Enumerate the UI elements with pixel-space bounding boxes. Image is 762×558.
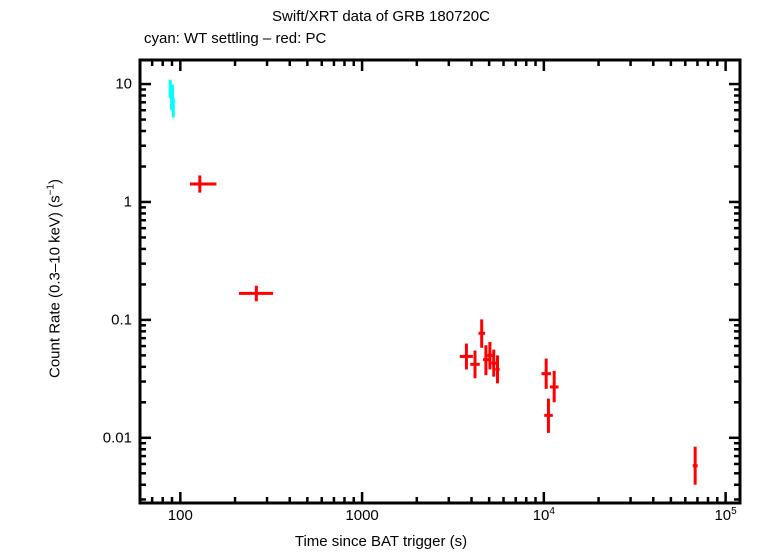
data-point	[544, 398, 553, 433]
x-tick-label: 104	[532, 506, 555, 525]
data-point	[470, 350, 480, 379]
data-point	[189, 175, 217, 193]
data-point	[487, 341, 493, 370]
y-tick-label: 10	[115, 75, 132, 93]
data-point	[491, 349, 497, 377]
data-point	[483, 345, 489, 376]
data-point	[541, 358, 552, 389]
data-points-layer	[168, 79, 698, 485]
data-point	[478, 319, 486, 348]
y-tick-label: 0.01	[102, 429, 132, 447]
data-point	[495, 355, 500, 384]
x-axis-label: Time since BAT trigger (s)	[294, 533, 468, 550]
page-title: Swift/XRT data of GRB 180720C	[272, 8, 490, 25]
y-tick-label: 0.1	[111, 311, 132, 329]
data-point	[549, 370, 559, 403]
series-pc	[189, 175, 698, 485]
data-point	[459, 343, 473, 370]
x-tick-label: 100	[167, 507, 193, 524]
data-point	[692, 446, 698, 485]
data-point	[171, 97, 175, 118]
series-wt-settling	[168, 79, 175, 118]
x-tick-label: 1000	[345, 507, 379, 524]
x-tick-label: 105	[714, 506, 737, 525]
y-tick-label: 1	[123, 193, 132, 211]
chart-legend-subtitle: cyan: WT settling – red: PC	[144, 30, 327, 47]
data-point	[238, 285, 274, 302]
axis-frame	[138, 58, 742, 505]
